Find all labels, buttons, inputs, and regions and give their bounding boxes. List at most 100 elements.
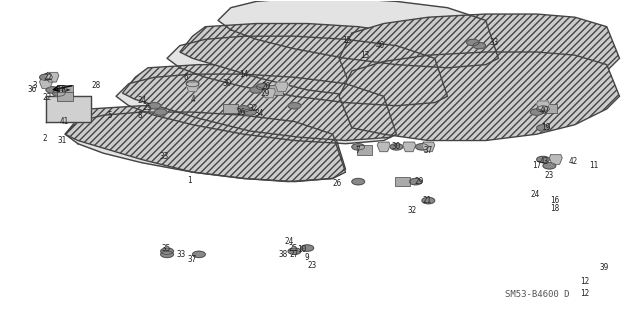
Text: 19: 19 xyxy=(541,123,550,132)
Text: 37: 37 xyxy=(424,145,433,154)
Text: 30: 30 xyxy=(392,142,401,151)
Text: 36: 36 xyxy=(28,85,36,94)
PathPatch shape xyxy=(65,106,346,182)
Text: 32: 32 xyxy=(408,206,417,215)
Text: 17: 17 xyxy=(532,161,541,170)
Circle shape xyxy=(301,245,314,251)
Polygon shape xyxy=(275,82,288,92)
Circle shape xyxy=(256,84,269,90)
Circle shape xyxy=(473,42,486,49)
Text: 27: 27 xyxy=(290,250,299,259)
Text: 28: 28 xyxy=(91,81,100,90)
Circle shape xyxy=(415,144,428,150)
Text: 38: 38 xyxy=(278,250,287,259)
Circle shape xyxy=(161,248,173,254)
Text: 21: 21 xyxy=(422,196,431,205)
Circle shape xyxy=(288,248,301,254)
Text: 24: 24 xyxy=(285,237,294,246)
Text: 29: 29 xyxy=(260,89,270,98)
FancyBboxPatch shape xyxy=(58,92,73,101)
Text: 30: 30 xyxy=(223,79,232,88)
Text: 8: 8 xyxy=(138,111,143,120)
Text: 37: 37 xyxy=(188,255,197,263)
Text: 26: 26 xyxy=(333,179,342,188)
Text: 7: 7 xyxy=(356,145,360,154)
Text: 6: 6 xyxy=(184,73,189,82)
Polygon shape xyxy=(422,142,435,152)
Text: 9: 9 xyxy=(305,253,310,262)
Circle shape xyxy=(352,178,365,185)
Text: 22: 22 xyxy=(43,93,52,102)
Text: SM53-B4600 D: SM53-B4600 D xyxy=(505,290,570,299)
Polygon shape xyxy=(403,142,415,152)
Text: FR►: FR► xyxy=(57,85,71,94)
Text: 29: 29 xyxy=(415,177,424,186)
Circle shape xyxy=(409,178,422,185)
FancyBboxPatch shape xyxy=(58,85,73,94)
Text: 20: 20 xyxy=(261,82,271,91)
Circle shape xyxy=(52,90,65,96)
Circle shape xyxy=(537,156,549,163)
Circle shape xyxy=(148,103,161,109)
Circle shape xyxy=(46,87,59,93)
Text: 13: 13 xyxy=(360,51,369,60)
Polygon shape xyxy=(40,79,52,88)
Text: 35: 35 xyxy=(161,243,170,253)
Circle shape xyxy=(154,109,167,115)
Text: 14: 14 xyxy=(239,70,248,78)
Circle shape xyxy=(193,251,205,257)
Text: 10: 10 xyxy=(298,245,307,254)
Polygon shape xyxy=(537,101,549,110)
PathPatch shape xyxy=(339,14,620,103)
FancyBboxPatch shape xyxy=(223,104,239,114)
Circle shape xyxy=(161,251,173,257)
Text: 12: 12 xyxy=(580,289,589,298)
Text: 4: 4 xyxy=(190,95,195,104)
Polygon shape xyxy=(46,96,91,122)
FancyBboxPatch shape xyxy=(395,177,410,186)
Text: 25: 25 xyxy=(142,103,151,112)
Text: 40: 40 xyxy=(376,41,385,50)
PathPatch shape xyxy=(180,24,460,100)
Polygon shape xyxy=(549,155,562,164)
Text: 25: 25 xyxy=(288,244,297,253)
Circle shape xyxy=(352,144,365,150)
Circle shape xyxy=(531,109,543,115)
Text: 34: 34 xyxy=(255,109,264,118)
Circle shape xyxy=(467,39,479,46)
Circle shape xyxy=(543,163,556,169)
Text: 40: 40 xyxy=(540,106,549,115)
Polygon shape xyxy=(65,112,346,182)
FancyBboxPatch shape xyxy=(268,85,283,94)
Text: 26: 26 xyxy=(236,108,246,116)
Polygon shape xyxy=(378,142,390,152)
Polygon shape xyxy=(262,88,275,98)
Polygon shape xyxy=(218,0,499,68)
Text: 33: 33 xyxy=(159,152,168,161)
Polygon shape xyxy=(167,36,447,106)
Circle shape xyxy=(422,197,435,204)
Polygon shape xyxy=(186,82,199,92)
Text: 23: 23 xyxy=(545,171,554,180)
Text: 31: 31 xyxy=(58,136,67,145)
Text: 22: 22 xyxy=(44,73,53,82)
Circle shape xyxy=(537,125,549,131)
Text: 1: 1 xyxy=(187,175,192,185)
Text: 33: 33 xyxy=(177,250,186,259)
Circle shape xyxy=(390,144,403,150)
Text: 41: 41 xyxy=(60,117,68,126)
PathPatch shape xyxy=(122,65,403,141)
Text: 24: 24 xyxy=(137,97,146,106)
PathPatch shape xyxy=(339,52,620,141)
Polygon shape xyxy=(46,72,59,82)
Text: 11: 11 xyxy=(589,161,598,170)
Text: 16: 16 xyxy=(550,196,559,205)
Circle shape xyxy=(40,74,52,80)
FancyBboxPatch shape xyxy=(357,145,372,155)
Circle shape xyxy=(250,87,262,93)
Text: 23: 23 xyxy=(307,261,316,270)
Text: 18: 18 xyxy=(550,204,559,213)
Text: 42: 42 xyxy=(569,157,578,166)
Circle shape xyxy=(244,109,256,115)
Text: 43: 43 xyxy=(540,157,549,166)
